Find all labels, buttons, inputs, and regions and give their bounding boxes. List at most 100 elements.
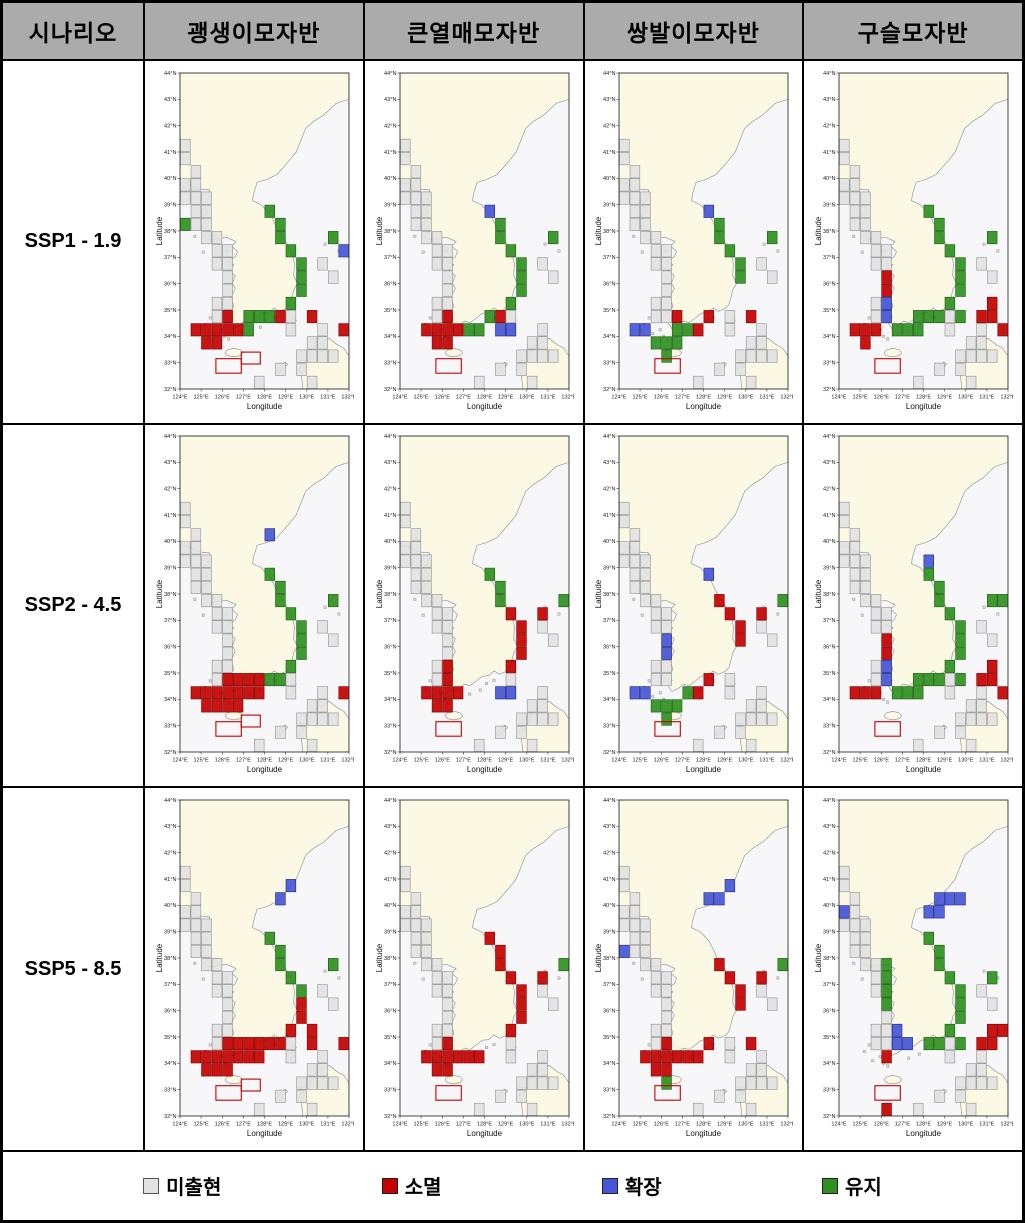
svg-text:Latitude: Latitude	[375, 943, 384, 972]
svg-text:36°N: 36°N	[603, 281, 616, 287]
svg-text:Longitude: Longitude	[467, 1129, 503, 1138]
svg-text:125°E: 125°E	[413, 394, 429, 400]
svg-text:39°N: 39°N	[384, 202, 397, 208]
svg-text:41°N: 41°N	[823, 877, 836, 883]
svg-text:41°N: 41°N	[823, 513, 836, 519]
svg-text:131°E: 131°E	[320, 758, 336, 764]
svg-text:126°E: 126°E	[215, 394, 231, 400]
svg-text:41°N: 41°N	[384, 513, 397, 519]
legend-item-expansion: 확장	[601, 1171, 662, 1200]
svg-text:38°N: 38°N	[603, 592, 616, 598]
svg-text:125°E: 125°E	[413, 1122, 429, 1128]
svg-text:Latitude: Latitude	[375, 216, 384, 245]
svg-text:41°N: 41°N	[164, 877, 177, 883]
svg-text:39°N: 39°N	[823, 566, 836, 572]
svg-text:36°N: 36°N	[603, 1009, 616, 1015]
svg-text:34°N: 34°N	[603, 698, 616, 704]
distribution-map: 32°N 33°N 34°N 35°N 36°N 37°N 38°N 39°N 40°N 41°N…	[375, 434, 574, 774]
svg-text:130°E: 130°E	[519, 758, 535, 764]
svg-text:40°N: 40°N	[164, 903, 177, 909]
svg-text:132°E: 132°E	[781, 394, 794, 400]
svg-text:43°N: 43°N	[384, 97, 397, 103]
svg-text:41°N: 41°N	[823, 150, 836, 156]
svg-text:128°E: 128°E	[916, 1122, 932, 1128]
svg-text:Longitude: Longitude	[906, 1129, 942, 1138]
svg-text:37°N: 37°N	[823, 255, 836, 261]
svg-text:124°E: 124°E	[392, 1122, 408, 1128]
svg-text:34°N: 34°N	[823, 334, 836, 340]
svg-text:125°E: 125°E	[413, 758, 429, 764]
svg-text:130°E: 130°E	[299, 1122, 315, 1128]
svg-text:Longitude: Longitude	[247, 402, 283, 411]
svg-text:132°E: 132°E	[341, 394, 354, 400]
svg-text:32°N: 32°N	[823, 387, 836, 393]
svg-text:37°N: 37°N	[823, 982, 836, 988]
svg-text:125°E: 125°E	[633, 394, 649, 400]
svg-text:43°N: 43°N	[164, 824, 177, 830]
svg-text:131°E: 131°E	[760, 758, 776, 764]
svg-text:44°N: 44°N	[164, 71, 177, 77]
svg-text:34°N: 34°N	[823, 698, 836, 704]
distribution-map: 32°N 33°N 34°N 35°N 36°N 37°N 38°N 39°N 40°N 41°N…	[375, 798, 574, 1138]
svg-text:130°E: 130°E	[739, 394, 755, 400]
svg-text:127°E: 127°E	[895, 758, 911, 764]
legend-item-absent: 미출현	[143, 1171, 221, 1200]
svg-text:128°E: 128°E	[257, 394, 273, 400]
svg-text:Longitude: Longitude	[686, 402, 722, 411]
svg-text:127°E: 127°E	[236, 1122, 252, 1128]
svg-text:37°N: 37°N	[603, 619, 616, 625]
svg-text:38°N: 38°N	[164, 229, 177, 235]
svg-text:40°N: 40°N	[384, 540, 397, 546]
svg-text:37°N: 37°N	[603, 982, 616, 988]
svg-text:41°N: 41°N	[384, 150, 397, 156]
distribution-map: 32°N 33°N 34°N 35°N 36°N 37°N 38°N 39°N 40°N 41°N…	[594, 71, 794, 411]
svg-text:131°E: 131°E	[320, 394, 336, 400]
map-panel-ssp1-species4: 32°N 33°N 34°N 35°N 36°N 37°N 38°N 39°N 40°N 41°N…	[804, 61, 1022, 423]
svg-text:34°N: 34°N	[164, 1061, 177, 1067]
svg-text:124°E: 124°E	[612, 394, 628, 400]
legend-label-maintain: 유지	[844, 1177, 882, 1200]
legend-label-absent: 미출현	[166, 1177, 222, 1200]
svg-text:125°E: 125°E	[853, 1122, 869, 1128]
svg-text:126°E: 126°E	[215, 1122, 231, 1128]
header-species-3: 쌍발이모자반	[584, 3, 803, 59]
svg-text:Latitude: Latitude	[155, 580, 164, 609]
svg-text:130°E: 130°E	[519, 1122, 535, 1128]
svg-text:132°E: 132°E	[561, 394, 574, 400]
svg-text:127°E: 127°E	[236, 758, 252, 764]
svg-text:Longitude: Longitude	[247, 1129, 283, 1138]
svg-text:42°N: 42°N	[823, 123, 836, 129]
svg-text:124°E: 124°E	[831, 394, 847, 400]
svg-text:128°E: 128°E	[916, 758, 932, 764]
svg-text:42°N: 42°N	[384, 851, 397, 857]
svg-text:44°N: 44°N	[164, 434, 177, 440]
svg-text:132°E: 132°E	[341, 758, 354, 764]
svg-text:32°N: 32°N	[164, 387, 177, 393]
svg-text:131°E: 131°E	[540, 394, 556, 400]
map-panel-ssp5-species1: 32°N 33°N 34°N 35°N 36°N 37°N 38°N 39°N 40°N 41°N…	[145, 788, 363, 1150]
svg-text:132°E: 132°E	[561, 1122, 574, 1128]
svg-text:40°N: 40°N	[164, 540, 177, 546]
legend-swatch-absent	[143, 1177, 160, 1194]
svg-text:Longitude: Longitude	[906, 402, 942, 411]
svg-text:132°E: 132°E	[341, 1122, 354, 1128]
svg-text:35°N: 35°N	[823, 671, 836, 677]
svg-text:44°N: 44°N	[823, 434, 836, 440]
svg-text:Latitude: Latitude	[594, 943, 603, 972]
svg-text:132°E: 132°E	[561, 758, 574, 764]
svg-text:34°N: 34°N	[164, 698, 177, 704]
svg-text:126°E: 126°E	[874, 758, 890, 764]
svg-text:37°N: 37°N	[603, 255, 616, 261]
svg-text:38°N: 38°N	[164, 956, 177, 962]
svg-text:125°E: 125°E	[853, 394, 869, 400]
svg-text:42°N: 42°N	[603, 123, 616, 129]
svg-text:131°E: 131°E	[760, 394, 776, 400]
svg-text:42°N: 42°N	[823, 851, 836, 857]
svg-text:34°N: 34°N	[384, 698, 397, 704]
svg-text:124°E: 124°E	[172, 758, 188, 764]
svg-text:128°E: 128°E	[476, 758, 492, 764]
svg-text:43°N: 43°N	[603, 461, 616, 467]
svg-text:39°N: 39°N	[603, 202, 616, 208]
svg-text:37°N: 37°N	[384, 255, 397, 261]
svg-text:43°N: 43°N	[823, 824, 836, 830]
